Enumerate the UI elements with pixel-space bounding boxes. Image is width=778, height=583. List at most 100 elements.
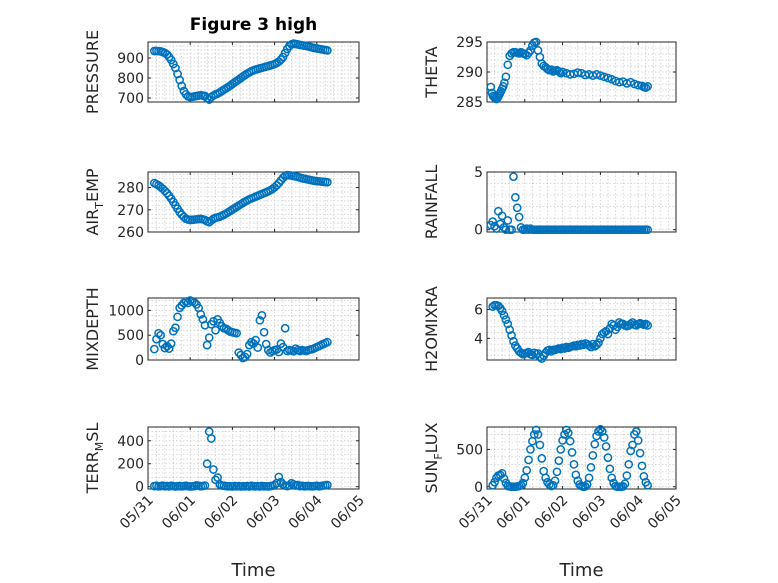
data-point	[251, 335, 260, 345]
data-point	[209, 465, 218, 474]
data-point	[274, 347, 284, 357]
data-point	[505, 325, 515, 335]
data-point	[501, 225, 511, 235]
data-point	[323, 46, 332, 55]
data-point	[280, 323, 290, 333]
series-air-temp	[149, 170, 332, 227]
data-point	[183, 298, 193, 308]
data-point	[592, 70, 601, 79]
y-tick-label: 0	[474, 223, 483, 239]
data-point	[552, 467, 562, 477]
data-point	[550, 476, 560, 486]
axes-box	[147, 41, 360, 103]
y-axis-label-pressure: PRESSURE	[83, 30, 102, 114]
data-point	[541, 473, 550, 483]
data-point	[548, 480, 558, 490]
data-point	[202, 340, 212, 350]
data-point	[497, 211, 507, 221]
data-point	[643, 321, 653, 330]
data-point	[535, 440, 545, 450]
data-point	[512, 203, 522, 213]
data-point	[643, 480, 653, 490]
data-point	[323, 480, 332, 490]
data-point	[603, 453, 613, 462]
data-point	[234, 348, 244, 357]
data-point	[563, 428, 573, 438]
y-tick-label: 900	[117, 51, 144, 67]
data-point	[200, 481, 210, 490]
axes-box	[486, 297, 677, 361]
data-point	[580, 482, 590, 491]
y-tick-label: 270	[117, 203, 144, 219]
data-point	[569, 459, 579, 469]
series-theta	[486, 37, 653, 104]
y-tick-label: 285	[456, 95, 483, 111]
data-point	[524, 48, 533, 58]
y-axis-label-theta: THETA	[422, 46, 441, 98]
series-pressure	[149, 39, 332, 104]
series-sun-flux	[488, 424, 653, 492]
data-point	[501, 315, 511, 324]
data-point	[274, 472, 284, 482]
y-tick-label: 700	[117, 91, 144, 107]
y-tick-label: 5	[474, 165, 483, 181]
data-point	[247, 337, 256, 347]
data-point	[503, 216, 513, 225]
data-point	[531, 37, 541, 47]
data-point	[594, 427, 603, 436]
data-point	[596, 424, 605, 434]
data-point	[599, 72, 609, 82]
y-tick-label: 0	[135, 480, 144, 496]
y-tick-label: 260	[117, 225, 144, 241]
data-point	[503, 60, 513, 70]
data-point	[518, 478, 528, 488]
data-point	[601, 442, 611, 451]
data-point	[498, 82, 508, 91]
data-point	[631, 427, 641, 436]
data-point	[171, 323, 180, 333]
data-point	[173, 312, 182, 322]
data-point	[211, 325, 220, 335]
data-point	[573, 68, 583, 77]
data-point	[272, 180, 282, 190]
data-point	[160, 186, 170, 196]
data-point	[637, 461, 647, 471]
axes-box	[147, 171, 360, 233]
data-point	[257, 311, 267, 320]
data-point	[204, 333, 214, 343]
y-tick-label: 4	[474, 331, 483, 347]
y-tick-label: 280	[117, 181, 144, 197]
data-point	[206, 434, 216, 443]
data-point	[503, 319, 513, 329]
data-point	[160, 343, 170, 353]
data-point	[259, 327, 269, 337]
data-point	[509, 172, 518, 181]
data-point	[590, 439, 600, 449]
data-point	[586, 462, 596, 472]
data-point	[497, 306, 507, 316]
series-rainfall	[486, 172, 653, 235]
y-tick-label: 1000	[108, 303, 144, 319]
data-point	[156, 330, 166, 340]
y-axis-label-mixdepth: MIXDEPTH	[83, 287, 102, 370]
data-point	[560, 344, 569, 353]
data-point	[232, 328, 241, 338]
y-tick-label: 500	[117, 328, 144, 344]
data-point	[522, 465, 532, 475]
data-point	[635, 448, 645, 458]
data-point	[217, 321, 227, 331]
data-point	[323, 177, 332, 187]
data-point	[565, 436, 575, 446]
data-point	[499, 310, 509, 320]
data-point	[588, 339, 598, 349]
y-tick-label: 500	[456, 442, 483, 458]
data-point	[535, 352, 545, 362]
data-point	[255, 315, 265, 325]
data-point	[584, 473, 594, 483]
data-point	[592, 340, 601, 350]
data-point	[607, 473, 617, 483]
series-terr-msl	[149, 427, 332, 491]
data-point	[323, 337, 332, 347]
